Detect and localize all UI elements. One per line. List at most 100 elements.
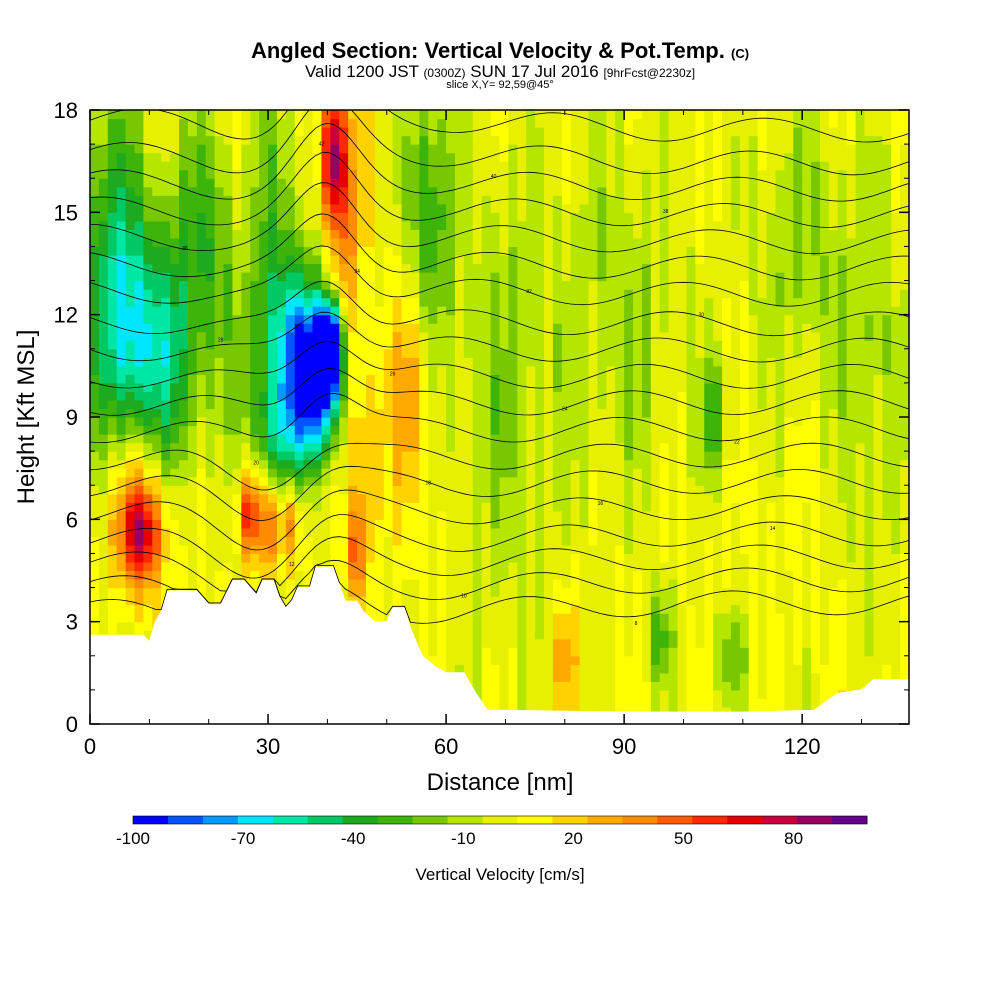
velocity-cell bbox=[383, 476, 394, 486]
velocity-cell bbox=[526, 118, 536, 128]
velocity-cell bbox=[161, 408, 171, 418]
velocity-cell bbox=[383, 152, 394, 162]
velocity-cell bbox=[428, 280, 438, 290]
velocity-cell bbox=[357, 331, 367, 341]
velocity-cell bbox=[695, 527, 705, 537]
velocity-cell bbox=[437, 579, 447, 589]
velocity-cell bbox=[544, 254, 554, 265]
velocity-cell bbox=[134, 348, 145, 358]
velocity-cell bbox=[90, 459, 100, 469]
velocity-cell bbox=[641, 110, 652, 120]
velocity-cell bbox=[410, 135, 420, 145]
velocity-cell bbox=[446, 655, 456, 665]
velocity-cell bbox=[588, 510, 599, 520]
velocity-cell bbox=[268, 434, 278, 444]
velocity-cell bbox=[170, 127, 180, 137]
velocity-cell bbox=[606, 152, 616, 162]
velocity-cell bbox=[357, 493, 367, 503]
velocity-cell bbox=[526, 399, 536, 410]
velocity-cell bbox=[561, 689, 572, 700]
velocity-cell bbox=[223, 161, 234, 171]
velocity-cell bbox=[561, 399, 572, 410]
velocity-cell bbox=[365, 331, 376, 341]
velocity-cell bbox=[294, 135, 305, 145]
velocity-cell bbox=[535, 638, 545, 648]
velocity-cell bbox=[650, 195, 661, 205]
velocity-cell bbox=[579, 647, 590, 657]
velocity-cell bbox=[597, 263, 607, 273]
velocity-cell bbox=[508, 246, 518, 256]
velocity-cell bbox=[633, 152, 643, 162]
velocity-cell bbox=[330, 135, 340, 145]
velocity-cell bbox=[454, 374, 465, 384]
velocity-cell bbox=[481, 161, 492, 171]
velocity-cell bbox=[535, 664, 545, 674]
velocity-cell bbox=[223, 263, 234, 273]
velocity-cell bbox=[641, 280, 652, 290]
velocity-cell bbox=[597, 493, 607, 503]
velocity-cell bbox=[187, 442, 198, 452]
velocity-cell bbox=[650, 340, 661, 350]
velocity-cell bbox=[561, 314, 572, 324]
velocity-cell bbox=[170, 220, 180, 230]
velocity-cell bbox=[143, 621, 153, 631]
velocity-cell bbox=[223, 374, 234, 384]
velocity-cell bbox=[659, 553, 670, 563]
velocity-cell bbox=[187, 195, 198, 205]
velocity-cell bbox=[561, 596, 572, 606]
velocity-cell bbox=[330, 408, 340, 418]
velocity-cell bbox=[490, 263, 501, 273]
velocity-cell bbox=[125, 254, 136, 265]
velocity-cell bbox=[98, 596, 109, 606]
velocity-cell bbox=[633, 434, 643, 444]
velocity-cell bbox=[259, 527, 269, 537]
velocity-cell bbox=[276, 263, 287, 273]
velocity-cell bbox=[392, 348, 403, 358]
velocity-cell bbox=[410, 229, 420, 239]
velocity-cell bbox=[463, 314, 474, 324]
velocity-cell bbox=[490, 254, 501, 265]
velocity-cell bbox=[90, 468, 100, 478]
velocity-cell bbox=[535, 144, 545, 154]
velocity-cell bbox=[90, 451, 100, 461]
velocity-cell bbox=[650, 144, 661, 154]
velocity-cell bbox=[446, 561, 456, 572]
velocity-cell bbox=[686, 127, 696, 137]
velocity-cell bbox=[179, 237, 189, 248]
velocity-cell bbox=[268, 425, 278, 435]
velocity-cell bbox=[561, 169, 572, 179]
velocity-cell bbox=[134, 331, 145, 341]
velocity-cell bbox=[214, 374, 225, 384]
velocity-cell bbox=[588, 272, 599, 282]
velocity-cell bbox=[250, 263, 260, 273]
velocity-cell bbox=[695, 169, 705, 179]
velocity-cell bbox=[285, 237, 296, 248]
velocity-cell bbox=[472, 587, 483, 597]
velocity-cell bbox=[285, 297, 296, 307]
velocity-cell bbox=[161, 229, 171, 239]
velocity-cell bbox=[454, 348, 465, 358]
velocity-cell bbox=[241, 544, 251, 555]
velocity-cell bbox=[268, 195, 278, 205]
velocity-cell bbox=[650, 118, 661, 128]
velocity-cell bbox=[481, 306, 492, 316]
velocity-cell bbox=[695, 613, 705, 623]
velocity-cell bbox=[650, 314, 661, 324]
velocity-cell bbox=[125, 331, 136, 341]
velocity-cell bbox=[348, 459, 358, 469]
velocity-cell bbox=[463, 348, 474, 358]
velocity-cell bbox=[579, 544, 590, 555]
velocity-cell bbox=[463, 186, 474, 196]
velocity-cell bbox=[321, 459, 331, 469]
velocity-cell bbox=[321, 468, 331, 478]
velocity-cell bbox=[668, 570, 679, 580]
velocity-cell bbox=[294, 152, 305, 162]
velocity-cell bbox=[686, 186, 696, 196]
velocity-cell bbox=[535, 135, 545, 145]
velocity-cell bbox=[535, 374, 545, 384]
velocity-cell bbox=[196, 178, 207, 188]
velocity-cell bbox=[472, 331, 483, 341]
velocity-cell bbox=[570, 561, 581, 572]
velocity-cell bbox=[116, 630, 127, 640]
velocity-cell bbox=[650, 348, 661, 358]
